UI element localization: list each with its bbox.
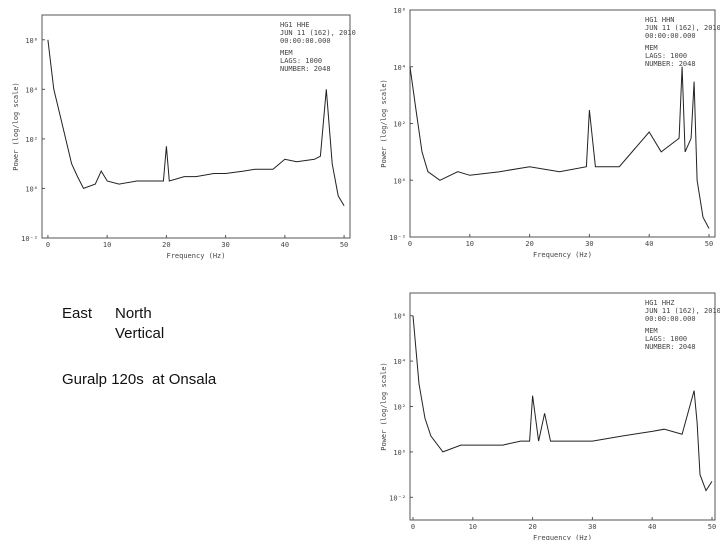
x-tick-label: 40 xyxy=(648,523,656,531)
label-north: North xyxy=(115,305,152,322)
plot-frame xyxy=(409,9,716,238)
annotation: HG1 HHN xyxy=(645,16,675,24)
annotation: LAGS: 1000 xyxy=(645,335,687,343)
x-tick-label: 40 xyxy=(281,241,289,249)
x-tick-label: 20 xyxy=(528,523,536,531)
x-tick-label: 0 xyxy=(411,523,415,531)
spectrum-line xyxy=(409,66,710,229)
x-tick-label: 10 xyxy=(469,523,477,531)
y-tick-label: 10⁰ xyxy=(393,177,406,185)
caption: Guralp 120s at Onsala xyxy=(62,371,217,388)
annotation: JUN 11 (162), 2010 xyxy=(645,24,720,32)
x-tick-label: 50 xyxy=(705,240,713,248)
x-tick-label: 30 xyxy=(585,240,593,248)
y-tick-label: 10⁶ xyxy=(25,37,38,45)
x-tick-label: 0 xyxy=(408,240,412,248)
annotation: MEM xyxy=(645,327,658,335)
y-tick-label: 10⁻² xyxy=(389,234,406,242)
annotation: LAGS: 1000 xyxy=(280,57,322,65)
x-tick-label: 10 xyxy=(466,240,474,248)
y-axis-label: Power (log/log scale) xyxy=(380,79,388,168)
spectrum-line xyxy=(47,39,345,207)
annotation: JUN 11 (162), 2010 xyxy=(280,29,356,37)
annotation: JUN 11 (162), 2010 xyxy=(645,307,720,315)
x-axis-label: Frequency (Hz) xyxy=(533,534,592,540)
annotation: NUMBER: 2048 xyxy=(645,60,696,68)
annotation: 00:00:00.000 xyxy=(645,32,696,40)
y-tick-label: 10⁴ xyxy=(393,64,406,72)
x-axis-label: Frequency (Hz) xyxy=(166,252,225,260)
y-tick-label: 10² xyxy=(25,136,38,144)
annotation: HG1 HHE xyxy=(280,21,310,29)
annotation: HG1 HHZ xyxy=(645,299,675,307)
annotation: LAGS: 1000 xyxy=(645,52,687,60)
plot-frame xyxy=(41,14,351,239)
x-axis-label: Frequency (Hz) xyxy=(533,251,592,259)
plot-frame xyxy=(409,292,716,521)
x-tick-label: 30 xyxy=(588,523,596,531)
y-tick-label: 10⁰ xyxy=(25,185,38,193)
annotation: 00:00:00.000 xyxy=(280,37,331,45)
x-tick-label: 0 xyxy=(46,241,50,249)
y-tick-label: 10⁶ xyxy=(393,7,406,15)
x-tick-label: 10 xyxy=(103,241,111,249)
annotation: 00:00:00.000 xyxy=(645,315,696,323)
x-tick-label: 20 xyxy=(525,240,533,248)
label-vertical: Vertical xyxy=(115,325,165,342)
annotation: MEM xyxy=(645,44,658,52)
x-tick-label: 50 xyxy=(708,523,716,531)
y-tick-label: 10² xyxy=(393,121,406,129)
annotation: NUMBER: 2048 xyxy=(645,343,696,351)
annotation: MEM xyxy=(280,49,293,57)
y-axis-label: Power (log/log scale) xyxy=(12,82,20,171)
y-tick-label: 10⁶ xyxy=(393,313,406,321)
y-tick-label: 10⁻² xyxy=(21,235,38,243)
y-tick-label: 10² xyxy=(393,404,406,412)
y-tick-label: 10⁻² xyxy=(389,494,406,502)
spectrum-line xyxy=(412,315,713,492)
y-tick-label: 10⁴ xyxy=(25,86,38,94)
y-tick-label: 10⁰ xyxy=(393,449,406,457)
x-tick-label: 50 xyxy=(340,241,348,249)
y-tick-label: 10⁴ xyxy=(393,358,406,366)
label-east: East xyxy=(62,305,93,322)
annotation: NUMBER: 2048 xyxy=(280,65,331,73)
x-tick-label: 40 xyxy=(645,240,653,248)
x-tick-label: 30 xyxy=(221,241,229,249)
x-tick-label: 20 xyxy=(162,241,170,249)
y-axis-label: Power (log/log scale) xyxy=(380,362,388,451)
